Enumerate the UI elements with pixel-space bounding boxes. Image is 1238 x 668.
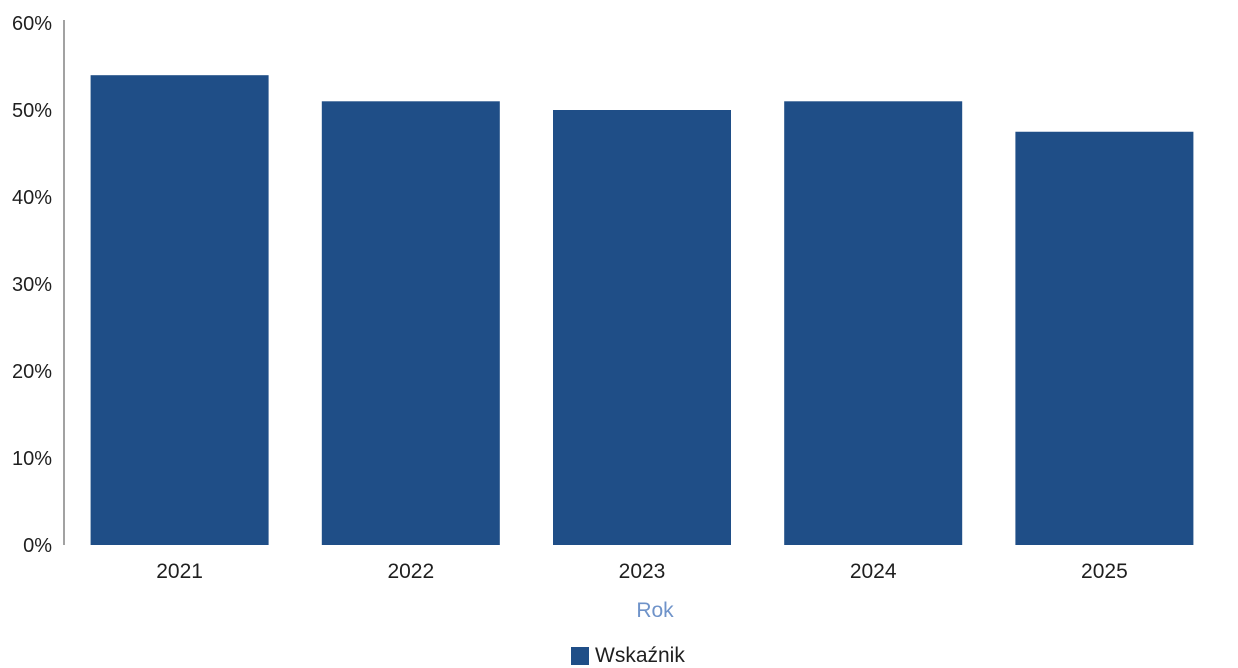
bar-2025 [1015, 131, 1194, 545]
x-tick-label: 2021 [156, 560, 203, 583]
y-axis-ticks: 0% 10% 20% 30% 40% 50% 60% [12, 13, 52, 557]
legend: Wskaźnik [571, 644, 685, 668]
bar-2022 [321, 101, 500, 546]
y-tick-label: 40% [12, 187, 52, 209]
legend-swatch [571, 647, 589, 665]
x-tick-label: 2023 [619, 560, 666, 583]
y-tick-label: 60% [12, 13, 52, 35]
bar-2024 [784, 101, 963, 546]
bar-2021 [90, 75, 269, 545]
bar-series [90, 75, 1194, 546]
x-tick-label: 2024 [850, 560, 897, 583]
legend-label: Wskaźnik [595, 644, 685, 667]
y-tick-label: 0% [23, 535, 52, 557]
y-tick-label: 20% [12, 361, 52, 383]
y-tick-label: 30% [12, 274, 52, 296]
y-tick-label: 50% [12, 100, 52, 122]
x-axis-labels: 2021 2022 2023 2024 2025 [156, 560, 1128, 583]
x-tick-label: 2022 [387, 560, 434, 583]
x-axis-title: Rok [636, 599, 674, 622]
y-tick-label: 10% [12, 448, 52, 470]
x-tick-label: 2025 [1081, 560, 1128, 583]
bar-2023 [553, 110, 731, 545]
